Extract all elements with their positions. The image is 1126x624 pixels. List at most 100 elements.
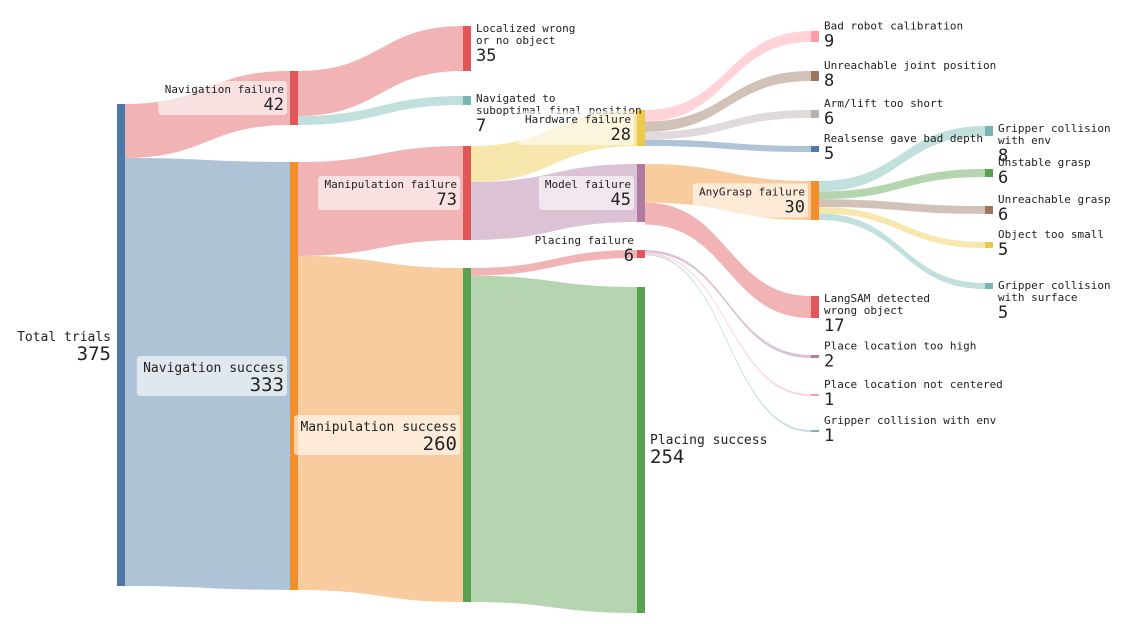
- node-bad_calib: [811, 31, 819, 42]
- node-name-langsam: LangSAM detected: [824, 292, 930, 305]
- node-value-manip_fail: 73: [437, 190, 457, 210]
- node-value-manip_succ: 260: [423, 433, 457, 455]
- link-manip_succ-to-place_fail: [471, 250, 637, 276]
- node-grip_surface: [985, 283, 993, 289]
- label-bg-manip_succ: [294, 415, 460, 455]
- node-name-place_succ: Placing success: [650, 433, 767, 448]
- node-total: [117, 104, 125, 586]
- node-name-place_fail: Placing failure: [535, 234, 634, 247]
- node-grip_env_grasp: [985, 126, 993, 136]
- link-hw_fail-to-realsense: [645, 139, 811, 152]
- sankey-nodes: [117, 26, 993, 613]
- node-loc_wrong: [463, 26, 471, 71]
- link-anygrasp-to-grip_surface: [819, 213, 985, 289]
- label-bg-manip_fail: [318, 176, 460, 210]
- node-nav_succ: [290, 162, 298, 590]
- node-value-arm_short: 6: [824, 109, 834, 129]
- node-name-too_small: Object too small: [998, 228, 1104, 241]
- node-realsense: [811, 146, 819, 152]
- node-name-grip_surface: with surface: [998, 291, 1077, 304]
- link-model_fail-to-langsam: [645, 202, 811, 318]
- node-value-grip_surface: 5: [998, 303, 1008, 323]
- node-model_fail: [637, 164, 645, 222]
- node-manip_succ: [463, 268, 471, 602]
- node-grip_env_place: [811, 430, 819, 432]
- node-nav_fail: [290, 71, 298, 125]
- node-value-total: 375: [77, 343, 111, 365]
- link-anygrasp-to-too_small: [819, 207, 985, 248]
- node-arm_short: [811, 110, 819, 118]
- node-value-loc_wrong: 35: [476, 46, 496, 66]
- node-name-grip_env_place: Gripper collision with env: [824, 414, 997, 427]
- node-value-langsam: 17: [824, 316, 844, 336]
- node-name-loc_wrong: Localized wrong: [476, 22, 575, 35]
- label-bg-nav_succ: [136, 356, 287, 396]
- node-name-grip_env_grasp: with env: [998, 134, 1051, 147]
- node-value-nav_fail: 42: [264, 95, 284, 115]
- node-name-loc_wrong: or no object: [476, 34, 555, 47]
- node-too_small: [985, 242, 993, 248]
- node-value-place_high: 2: [824, 352, 834, 372]
- node-name-nav_subopt: Navigated to: [476, 92, 555, 105]
- node-name-hw_fail: Hardware failure: [525, 113, 631, 126]
- node-name-anygrasp: AnyGrasp failure: [699, 186, 805, 199]
- node-name-manip_succ: Manipulation success: [300, 420, 457, 435]
- node-name-arm_short: Arm/lift too short: [824, 97, 943, 110]
- link-anygrasp-to-unreach_grasp: [819, 199, 985, 214]
- node-nav_subopt: [463, 96, 471, 105]
- link-place_fail-to-place_high: [645, 250, 811, 358]
- node-value-place_fail: 6: [624, 246, 634, 266]
- node-anygrasp: [811, 181, 819, 220]
- node-name-bad_calib: Bad robot calibration: [824, 20, 963, 33]
- link-nav_fail-to-loc_wrong: [298, 26, 463, 116]
- label-bg-anygrasp: [692, 183, 808, 218]
- node-place_succ: [637, 287, 645, 613]
- node-place_notcenter: [811, 394, 819, 396]
- node-unreach_grasp: [985, 206, 993, 214]
- node-unreach_joint: [811, 71, 819, 81]
- node-name-nav_fail: Navigation failure: [165, 83, 284, 96]
- node-langsam: [811, 296, 819, 318]
- node-name-place_notcenter: Place location not centered: [824, 378, 1003, 391]
- label-bg-nav_fail: [158, 81, 287, 115]
- node-value-nav_succ: 333: [250, 374, 284, 396]
- node-hw_fail: [637, 110, 645, 146]
- node-value-nav_subopt: 7: [476, 116, 486, 136]
- node-value-too_small: 5: [998, 240, 1008, 260]
- link-hw_fail-to-unreach_joint: [645, 71, 811, 132]
- node-name-grip_env_grasp: Gripper collision: [998, 122, 1111, 135]
- label-bg-hw_fail: [518, 111, 634, 145]
- node-value-place_notcenter: 1: [824, 390, 834, 410]
- label-bg-model_fail: [538, 176, 634, 210]
- node-value-anygrasp: 30: [785, 198, 805, 218]
- link-anygrasp-to-unstable: [819, 169, 985, 200]
- node-name-total: Total trials: [17, 330, 111, 345]
- node-value-model_fail: 45: [611, 190, 631, 210]
- link-hw_fail-to-arm_short: [645, 110, 811, 140]
- node-value-hw_fail: 28: [611, 125, 631, 145]
- node-name-manip_fail: Manipulation failure: [325, 178, 457, 191]
- node-name-unreach_grasp: Unreachable grasp: [998, 193, 1111, 206]
- node-manip_fail: [463, 146, 471, 240]
- node-place_high: [811, 355, 819, 358]
- node-value-unreach_joint: 8: [824, 71, 834, 91]
